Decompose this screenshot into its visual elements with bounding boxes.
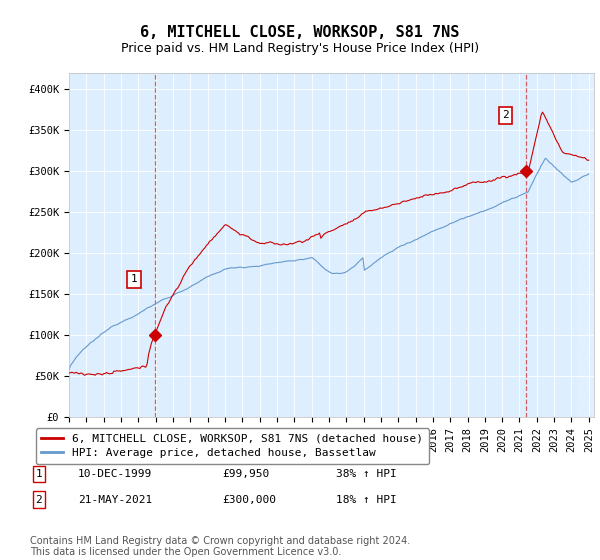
Text: 21-MAY-2021: 21-MAY-2021 [78,494,152,505]
Text: 6, MITCHELL CLOSE, WORKSOP, S81 7NS: 6, MITCHELL CLOSE, WORKSOP, S81 7NS [140,25,460,40]
Text: Contains HM Land Registry data © Crown copyright and database right 2024.
This d: Contains HM Land Registry data © Crown c… [30,535,410,557]
Text: £99,950: £99,950 [222,469,269,479]
Text: 18% ↑ HPI: 18% ↑ HPI [336,494,397,505]
Text: 2: 2 [35,494,43,505]
Text: 2: 2 [502,110,509,120]
Legend: 6, MITCHELL CLOSE, WORKSOP, S81 7NS (detached house), HPI: Average price, detach: 6, MITCHELL CLOSE, WORKSOP, S81 7NS (det… [35,428,429,464]
Bar [577,73,594,417]
Text: 1: 1 [130,274,137,284]
Text: £300,000: £300,000 [222,494,276,505]
Text: Price paid vs. HM Land Registry's House Price Index (HPI): Price paid vs. HM Land Registry's House … [121,42,479,55]
Text: 10-DEC-1999: 10-DEC-1999 [78,469,152,479]
Text: 1: 1 [35,469,43,479]
Text: 38% ↑ HPI: 38% ↑ HPI [336,469,397,479]
